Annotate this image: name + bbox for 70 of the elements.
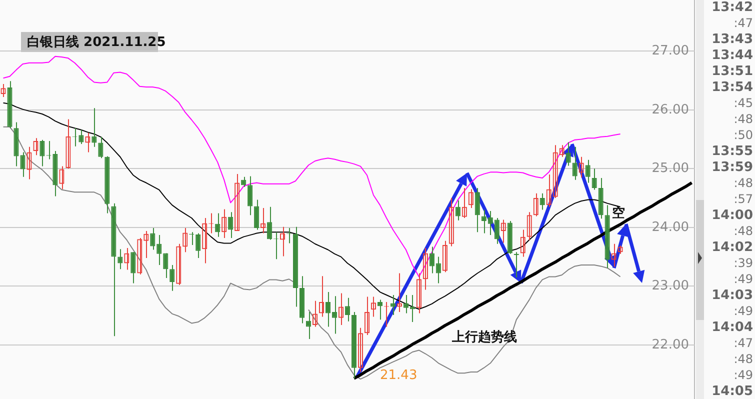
candlestick xyxy=(163,252,168,278)
text: 白银日线 2021.11.25 xyxy=(26,34,166,52)
text: 14:03 xyxy=(710,288,753,304)
candlestick xyxy=(566,142,571,166)
candlestick xyxy=(254,199,260,230)
text: 14:00 xyxy=(710,208,753,224)
text: :48 xyxy=(732,176,753,192)
candlestick xyxy=(118,248,123,270)
text: :47 xyxy=(732,336,753,352)
text: :50 xyxy=(732,128,753,144)
candlestick xyxy=(241,176,246,188)
candlestick xyxy=(377,299,383,320)
candlestick xyxy=(40,139,45,167)
candlestick xyxy=(267,206,272,240)
text: 13:51 xyxy=(710,64,753,80)
text: :45 xyxy=(732,96,753,112)
candlestick xyxy=(488,210,493,236)
annotation: 空 xyxy=(612,204,625,222)
text: :48 xyxy=(732,112,753,128)
candlestick xyxy=(156,234,162,266)
text: :47 xyxy=(732,16,753,32)
candlestick xyxy=(150,228,156,250)
candlestick xyxy=(481,209,486,234)
text: 13:44 xyxy=(710,48,753,64)
candlestick xyxy=(196,232,201,258)
y-tick-label: 26.00 xyxy=(652,102,689,118)
y-tick-label: 22.00 xyxy=(652,337,689,352)
text: 13:42 xyxy=(710,0,753,16)
candlestick xyxy=(474,188,480,233)
annotation: 21.43 xyxy=(380,368,418,383)
candlestick xyxy=(429,246,434,274)
candlestick xyxy=(540,192,545,210)
candlestick xyxy=(455,200,460,221)
text: :49 xyxy=(732,272,753,288)
text: 14:02 xyxy=(710,240,753,256)
candlestick xyxy=(248,176,253,216)
candlestick xyxy=(20,152,26,178)
text: :49 xyxy=(732,368,753,384)
annotation: 上行趋势线 xyxy=(452,329,517,346)
candlestick xyxy=(98,136,104,159)
text: 13:54 xyxy=(710,80,753,96)
text: :48 xyxy=(732,224,753,240)
candlestick xyxy=(92,108,97,148)
text: :57 xyxy=(732,192,753,208)
text: :48 xyxy=(732,352,753,368)
text: 13:59 xyxy=(710,160,753,176)
text: :39 xyxy=(732,256,753,272)
candlestick xyxy=(130,252,136,284)
candlestick xyxy=(592,168,597,190)
candlestick xyxy=(344,297,350,322)
y-tick-label: 23.00 xyxy=(652,278,689,294)
candlestick xyxy=(215,212,220,238)
candlestick xyxy=(494,218,500,244)
candlestick xyxy=(228,212,234,238)
candlestick xyxy=(585,159,590,184)
text: 13:55 xyxy=(710,144,753,160)
text: 14:05 xyxy=(710,384,753,399)
candlestick xyxy=(436,256,441,284)
candlestick xyxy=(170,264,175,292)
text: 13:43 xyxy=(710,32,753,48)
y-tick-label: 24.00 xyxy=(652,220,689,235)
candlestick xyxy=(78,129,84,144)
y-tick-label: 27.00 xyxy=(652,44,689,58)
text: :49 xyxy=(732,304,753,320)
candlestick xyxy=(572,146,578,180)
candlestick xyxy=(403,294,408,314)
candlestick xyxy=(410,294,415,323)
text: 14:04 xyxy=(710,320,753,336)
y-tick-label: 25.00 xyxy=(652,161,689,176)
candlestick xyxy=(390,294,396,316)
